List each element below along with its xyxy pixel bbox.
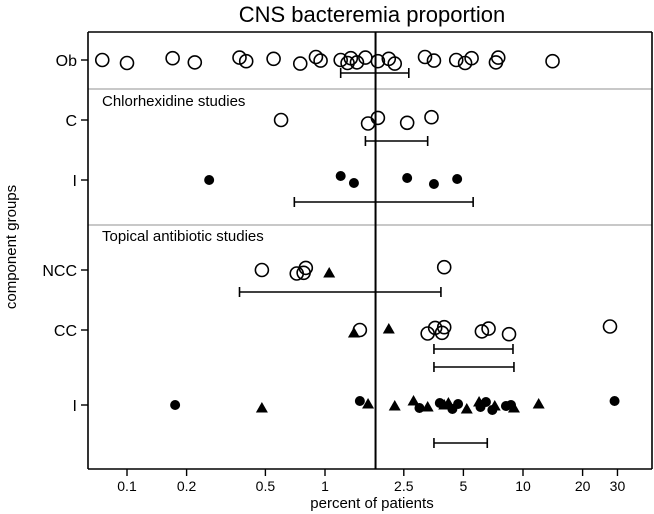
group-0-ob-ylabel: Ob: [56, 53, 77, 70]
group-0-ob-open-circle-17: [387, 56, 403, 71]
chart-title: CNS bacteremia proportion: [239, 2, 506, 27]
group-5-i-closed-circle-1: [354, 396, 365, 406]
x-tick-label-5: 5: [459, 478, 467, 494]
group-0-ob-open-circle-9: [313, 53, 328, 68]
group-3-ncc-ylabel: NCC: [42, 263, 77, 280]
section-label-topical-antibiotic: Topical antibiotic studies: [102, 228, 264, 245]
group-4-cc-open-circle-5: [474, 324, 490, 339]
y-axis-label: component groups: [3, 185, 20, 309]
group-2-i-closed-circle-2: [348, 178, 359, 188]
group-4-cc-open-circle-7: [501, 326, 517, 342]
group-0-ob-open-circle-8: [308, 49, 324, 65]
group-5-i-triangle-10: [507, 402, 520, 413]
group-4-cc-open-circle-1: [420, 326, 435, 341]
group-2-i-closed-circle-1: [335, 171, 346, 181]
group-0-ob-open-circle-2: [165, 50, 180, 66]
group-1-c-open-circle-1: [360, 116, 376, 131]
group-0-ob-open-circle-10: [333, 52, 348, 68]
group-0-ob-open-circle-22: [464, 50, 479, 66]
group-0-ob-open-circle-20: [448, 52, 464, 68]
group-0-ob-open-circle-4: [232, 50, 247, 65]
x-tick-label-2: 0.5: [256, 478, 276, 494]
group-3-ncc-triangle-0: [323, 267, 336, 278]
group-2-i-closed-circle-0: [204, 175, 215, 185]
group-5-i-closed-circle-5: [453, 399, 464, 409]
group-0-ob-open-circle-24: [490, 50, 506, 65]
group-2-i-closed-circle-5: [452, 174, 463, 184]
x-tick-label-1: 0.2: [177, 478, 197, 494]
group-0-ob-open-circle-19: [426, 53, 442, 68]
x-axis-label: percent of patients: [310, 495, 433, 512]
group-0-ob-open-circle-18: [417, 49, 433, 65]
group-2-i-closed-circle-3: [402, 173, 413, 183]
group-3-ncc-open-circle-0: [254, 262, 270, 278]
group-5-i-triangle-4: [421, 401, 434, 412]
group-5-i-triangle-8: [473, 396, 486, 407]
group-5-i-closed-circle-0: [170, 400, 181, 410]
group-2-i-ylabel: I: [73, 173, 77, 190]
group-1-c-open-circle-0: [273, 112, 289, 128]
group-5-i-ylabel: I: [73, 398, 77, 415]
x-tick-label-7: 20: [575, 478, 591, 494]
group-4-cc-open-circle-4: [436, 319, 452, 335]
x-tick-label-8: 30: [610, 478, 626, 494]
group-1-c-open-circle-4: [424, 109, 439, 125]
group-5-i-triangle-6: [442, 397, 455, 408]
x-tick-label-3: 1: [321, 478, 329, 494]
group-4-cc-triangle-0: [347, 327, 360, 338]
group-0-ob-open-circle-0: [94, 52, 110, 68]
group-0-ob-open-circle-7: [292, 56, 308, 71]
group-4-cc-triangle-1: [382, 323, 395, 334]
group-0-ob-open-circle-6: [266, 51, 281, 67]
group-0-ob-open-circle-1: [119, 55, 135, 71]
group-1-c-open-circle-2: [370, 110, 386, 126]
group-5-i-triangle-7: [460, 403, 473, 414]
group-0-ob-open-circle-13: [349, 55, 365, 70]
group-0-ob-open-circle-25: [545, 53, 560, 69]
group-0-ob-open-circle-3: [187, 55, 203, 70]
group-0-ob-open-circle-5: [238, 53, 254, 69]
group-3-ncc-open-circle-4: [436, 259, 452, 275]
x-tick-label-4: 2.5: [394, 478, 414, 494]
group-5-i-triangle-2: [388, 400, 401, 411]
group-3-ncc-open-circle-3: [296, 265, 311, 281]
group-5-i-triangle-0: [255, 402, 268, 413]
section-label-chlorhexidine: Chlorhexidine studies: [102, 93, 245, 110]
x-tick-label-0: 0.1: [117, 478, 137, 494]
x-tick-label-6: 10: [515, 478, 531, 494]
group-4-cc-open-circle-8: [602, 319, 618, 334]
group-2-i-closed-circle-4: [428, 179, 439, 189]
group-5-i-closed-circle-11: [609, 396, 620, 406]
group-1-c-open-circle-3: [399, 115, 415, 131]
group-5-i-triangle-3: [407, 395, 420, 406]
group-1-c-ylabel: C: [65, 113, 77, 130]
group-0-ob-open-circle-15: [370, 53, 386, 69]
group-5-i-triangle-1: [362, 398, 375, 409]
group-4-cc-ylabel: CC: [54, 323, 77, 340]
group-5-i-triangle-11: [532, 398, 545, 409]
group-4-cc-open-circle-6: [481, 321, 496, 336]
group-5-i-triangle-9: [488, 400, 501, 411]
